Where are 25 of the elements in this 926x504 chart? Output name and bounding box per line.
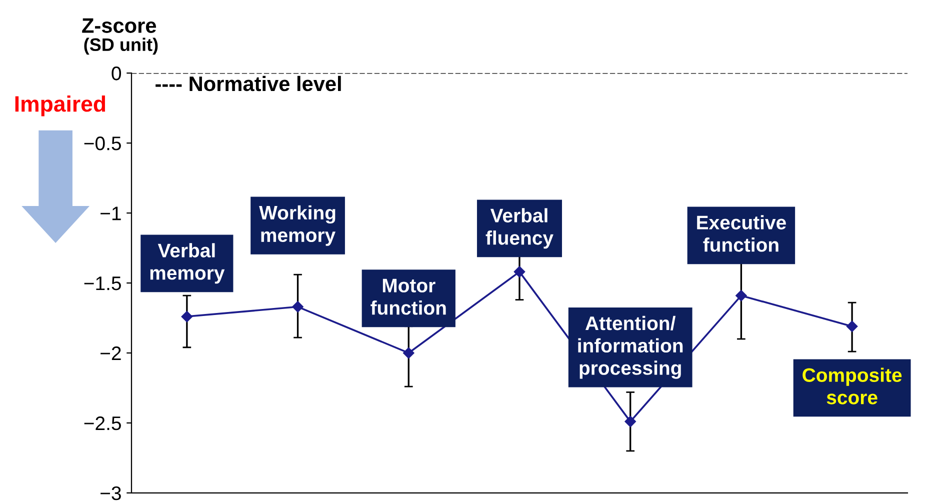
text: Impaired <box>15 95 106 116</box>
point <box>846 320 858 332</box>
point <box>181 310 193 322</box>
y-tick-label: −1.5 <box>84 276 121 290</box>
x-tick-label: Attention/ information processing <box>578 316 683 379</box>
x-tick-label: Composite score <box>802 368 902 404</box>
x-tick-label: Verbal fluency <box>486 208 554 249</box>
point <box>292 301 304 312</box>
chart-subtitle: (SD unit) <box>84 38 158 55</box>
x-tick-label: Verbal memory <box>150 243 225 284</box>
x-tick-label: Working memory <box>259 205 336 246</box>
y-tick-label: −2.5 <box>84 416 121 430</box>
x-tick-label: Motor function <box>370 278 446 315</box>
y-tick-label: −2 <box>100 346 121 360</box>
ref-line-label: ---- Normative level <box>156 76 341 92</box>
point <box>403 347 414 359</box>
y-tick-label: 0 <box>112 66 122 80</box>
point <box>514 266 526 278</box>
x-tick-label: Executive function <box>697 215 786 252</box>
y-tick-label: −1 <box>100 206 121 220</box>
chart-title: Z-score <box>82 18 156 33</box>
y-tick-label: −0.5 <box>84 136 121 150</box>
point <box>736 290 747 302</box>
y-tick-label: −3 <box>100 486 121 500</box>
point <box>624 416 636 428</box>
